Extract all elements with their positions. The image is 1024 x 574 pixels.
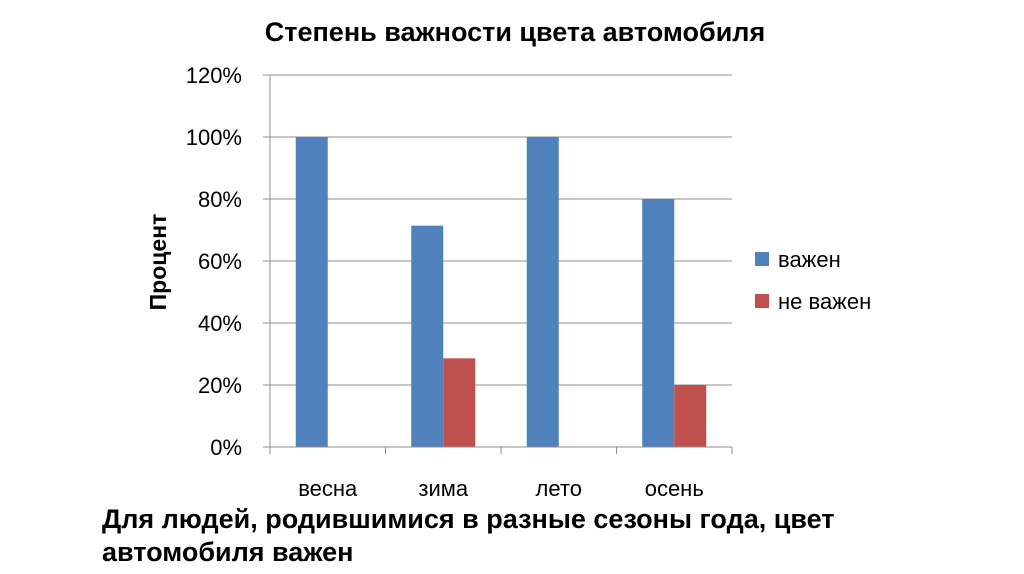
legend-label: не важен	[778, 289, 871, 314]
x-tick-label: осень	[645, 476, 704, 501]
bar-весна-важен	[295, 137, 328, 447]
legend-swatch	[755, 252, 769, 266]
caption: Для людей, родившимися в разные сезоны г…	[102, 504, 835, 567]
bar-зима-важен	[411, 225, 444, 447]
x-tick-label: весна	[298, 476, 358, 501]
y-tick-label: 20%	[198, 373, 242, 398]
y-axis-title: Процент	[145, 214, 171, 311]
y-tick-label: 120%	[186, 63, 242, 88]
x-tick-labels: весна зима лето осень	[298, 476, 704, 501]
legend: важен не важен	[755, 247, 871, 314]
y-tick-label: 60%	[198, 249, 242, 274]
bar-зима-не-важен	[443, 358, 476, 447]
legend-swatch	[755, 294, 769, 308]
bar-осень-не-важен	[674, 385, 707, 447]
y-tick-label: 0%	[210, 435, 242, 460]
x-tick-label: лето	[536, 476, 582, 501]
bar-осень-важен	[642, 199, 675, 447]
bar-лето-важен	[526, 137, 559, 447]
legend-label: важен	[778, 247, 841, 272]
bars	[295, 137, 707, 447]
x-tick-label: зима	[418, 476, 469, 501]
chart-title: Степень важности цвета автомобиля	[265, 17, 765, 47]
y-tick-labels: 0% 20% 40% 60% 80% 100% 120%	[186, 63, 242, 460]
y-tick-label: 40%	[198, 311, 242, 336]
y-tick-label: 100%	[186, 125, 242, 150]
axes	[263, 74, 733, 454]
y-tick-label: 80%	[198, 187, 242, 212]
